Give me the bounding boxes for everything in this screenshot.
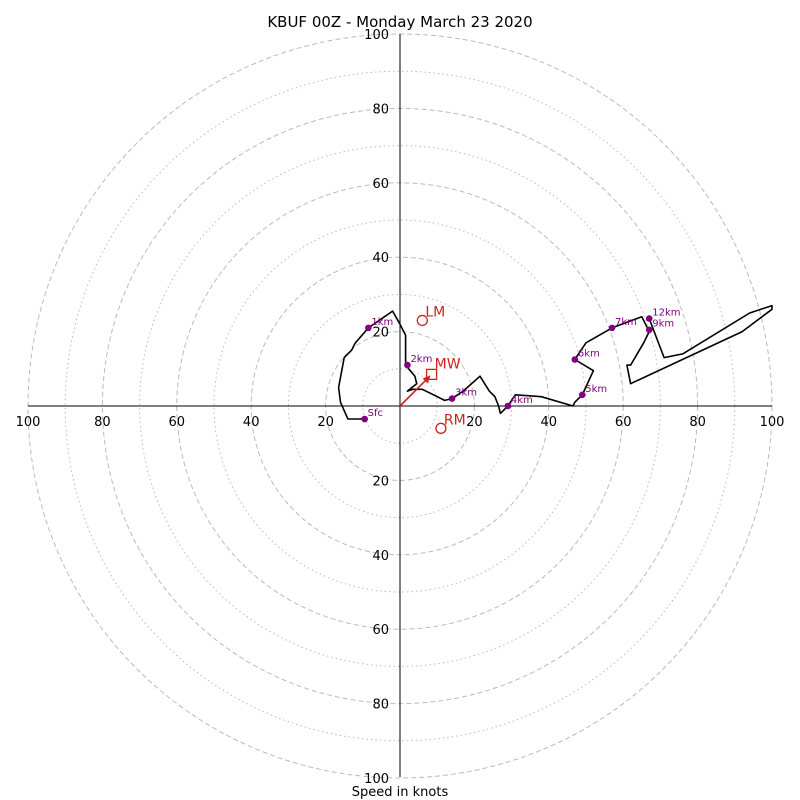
y-tick-label: 100 — [364, 28, 389, 43]
height-marker-label: 9km — [652, 319, 674, 330]
y-tick-label: 60 — [372, 623, 389, 638]
hodograph-trace — [337, 304, 773, 420]
height-marker-label: 1km — [371, 317, 393, 328]
y-tick-label: 100 — [364, 772, 389, 787]
y-tick-labels: 100 80 60 40 20 20 40 60 80 100 — [364, 28, 389, 787]
left-mover-label: LM — [425, 304, 445, 320]
x-tick-label: 80 — [689, 415, 706, 430]
y-tick-label: 60 — [372, 177, 389, 192]
height-marker-point — [404, 361, 411, 369]
height-marker-point — [448, 395, 456, 402]
height-marker-point — [645, 326, 653, 334]
height-marker-label: Sfc — [368, 408, 383, 419]
height-marker-label: 12km — [652, 308, 680, 319]
y-tick-label: 80 — [372, 698, 389, 713]
mean-wind-label: MW — [435, 356, 461, 372]
x-tick-label: 40 — [243, 415, 260, 430]
height-marker-point — [504, 402, 512, 410]
x-tick-label: 60 — [169, 415, 186, 430]
x-tick-label: 40 — [541, 415, 558, 430]
x-tick-label: 100 — [16, 415, 41, 430]
y-tick-label: 20 — [372, 326, 389, 341]
hodograph-line — [337, 304, 773, 420]
height-marker-point — [645, 315, 653, 322]
height-marker-point — [571, 356, 579, 363]
height-marker-point — [361, 415, 368, 423]
y-tick-label: 80 — [372, 102, 389, 117]
x-tick-label: 100 — [760, 415, 785, 430]
x-axis-label: Speed in knots — [352, 785, 449, 800]
x-tick-label: 80 — [94, 415, 111, 430]
mean-wind-marker — [425, 368, 438, 381]
y-tick-label: 40 — [372, 251, 389, 266]
height-marker-label: 4km — [511, 395, 533, 406]
height-marker-label: 7km — [615, 317, 637, 328]
left-mover-marker — [416, 314, 428, 327]
height-marker-point — [365, 324, 372, 332]
y-tick-label: 20 — [372, 474, 389, 489]
height-marker-point — [608, 324, 616, 332]
x-tick-label: 20 — [317, 415, 334, 430]
right-mover-label: RM — [444, 412, 466, 428]
x-tick-labels: 100 80 60 40 20 20 40 60 80 100 — [16, 415, 785, 430]
height-marker-label: 3km — [455, 388, 477, 399]
storm-motion-markers: MW LM RM — [399, 304, 466, 434]
height-marker-label: 2km — [410, 354, 432, 365]
mean-wind-vector — [399, 376, 430, 407]
height-marker-point — [578, 391, 586, 399]
height-marker-label: 6km — [578, 349, 600, 360]
chart-title: KBUF 00Z - Monday March 23 2020 — [267, 13, 532, 31]
height-marker-label: 5km — [585, 384, 607, 395]
right-mover-marker — [435, 422, 447, 434]
y-tick-label: 40 — [372, 549, 389, 564]
x-tick-label: 60 — [615, 415, 632, 430]
x-tick-label: 20 — [466, 415, 483, 430]
